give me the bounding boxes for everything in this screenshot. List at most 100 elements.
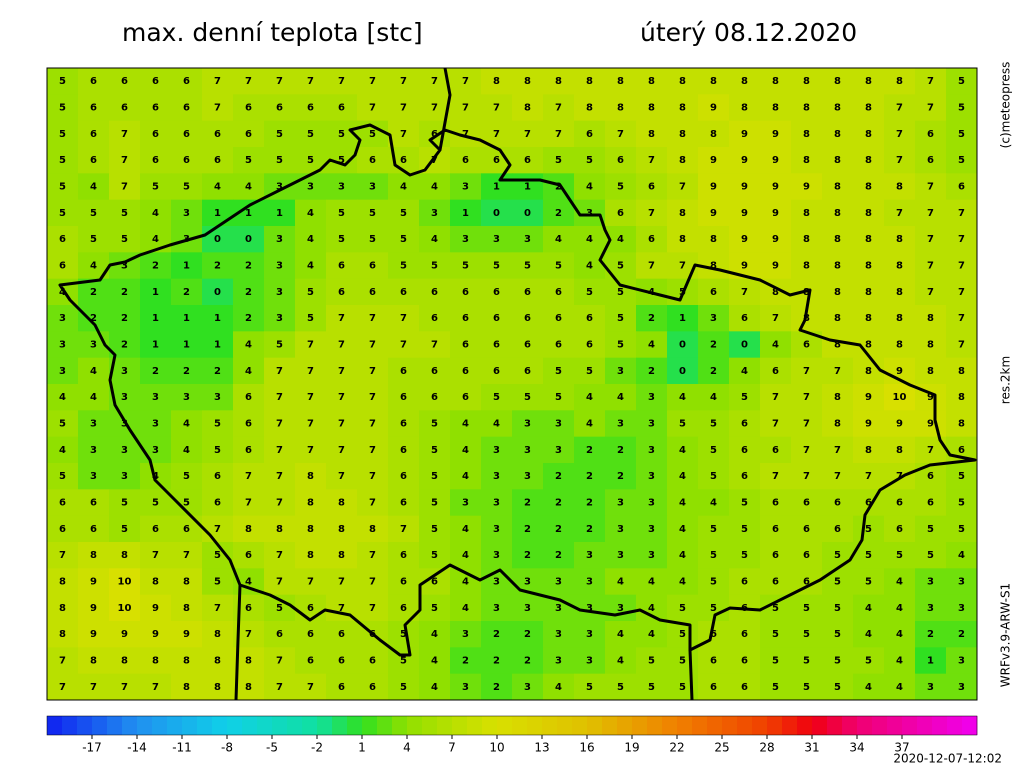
temp-cell [357,515,389,543]
temp-cell [47,94,79,122]
temp-value: 3 [121,471,128,482]
temp-value: 8 [772,103,779,114]
temp-cell [698,173,730,201]
temp-cell [140,436,172,464]
temp-value: 5 [338,155,345,166]
temp-value: 8 [834,392,841,403]
temp-value: 1 [245,208,252,219]
temp-value: 7 [462,129,469,140]
temp-cell [760,173,792,201]
neighbor-border [688,649,694,701]
temp-value: 3 [462,629,469,640]
temp-cell [481,384,513,411]
temp-value: 8 [896,261,903,272]
temp-value: 3 [121,445,128,456]
temp-value: 5 [586,366,593,377]
temp-cell [884,331,916,359]
temp-cell [884,673,916,701]
temp-value: 8 [896,287,903,298]
temp-cell [357,463,389,490]
temp-cell [264,147,296,174]
temp-value: 8 [121,550,128,561]
temp-cell [667,647,699,675]
temp-value: 4 [555,682,562,693]
temp-value: 4 [90,366,97,377]
temp-value: 6 [338,656,345,667]
temp-cell [47,463,79,490]
temp-cell [326,463,358,490]
temp-value: 6 [741,419,748,430]
temp-value: 8 [896,313,903,324]
temp-cell [853,94,885,122]
temp-value: 7 [276,577,283,588]
temp-cell [946,621,978,648]
temp-value: 6 [276,629,283,640]
colorbar-label: 19 [624,741,639,755]
temp-value: 7 [276,471,283,482]
temp-value: 8 [493,76,500,87]
temp-value: 4 [462,524,469,535]
temp-value: 3 [586,629,593,640]
temp-value: 9 [90,577,97,588]
temp-cell [481,226,513,253]
temp-value: 7 [679,261,686,272]
temp-value: 9 [152,629,159,640]
temp-cell [667,357,699,385]
temp-cell [109,147,141,174]
temp-cell [853,252,885,280]
temp-value: 5 [524,261,531,272]
temp-cell [605,489,637,517]
temp-cell [729,463,761,490]
temp-value: 7 [338,445,345,456]
temp-cell [47,673,79,701]
temp-value: 8 [338,550,345,561]
temp-cell [884,384,916,411]
colorbar-step [782,716,798,735]
temp-cell [853,68,885,95]
temp-value: 5 [865,656,872,667]
temp-cell [791,410,823,438]
temp-value: 7 [338,392,345,403]
temp-value: 2 [183,366,190,377]
temp-cell [853,621,885,648]
temp-value: 3 [648,550,655,561]
temp-value: 9 [927,392,934,403]
temp-value: 8 [772,287,779,298]
temp-cell [140,357,172,385]
temp-cell [760,357,792,385]
temp-cell [822,647,854,675]
temp-value: 8 [59,629,66,640]
temp-value: 7 [462,76,469,87]
temp-cell [729,542,761,569]
temp-value: 5 [59,182,66,193]
temp-value: 7 [369,76,376,87]
temp-value: 6 [524,340,531,351]
temp-cell [512,68,544,95]
temp-value: 6 [493,155,500,166]
temp-cell [605,410,637,438]
temp-cell [543,436,575,464]
temp-value: 5 [431,550,438,561]
colorbar-label: -2 [311,741,323,755]
temp-value: 6 [493,287,500,298]
temp-cell [481,542,513,569]
temp-value: 7 [121,182,128,193]
temp-value: 5 [772,629,779,640]
temp-value: 5 [710,603,717,614]
temp-cell [760,68,792,95]
map-date: úterý 08.12.2020 [640,18,857,47]
temp-cell [388,463,420,490]
temp-value: 5 [834,682,841,693]
temp-cell [729,68,761,95]
temp-cell [264,673,296,701]
temp-cell [636,173,668,201]
temp-value: 5 [586,155,593,166]
temp-cell [946,278,978,306]
temp-cell [78,515,110,543]
temp-value: 5 [710,577,717,588]
colorbar-step [92,716,108,735]
temp-cell [853,647,885,675]
temp-value: 6 [152,76,159,87]
temp-value: 2 [555,182,562,193]
temp-cell [388,173,420,201]
